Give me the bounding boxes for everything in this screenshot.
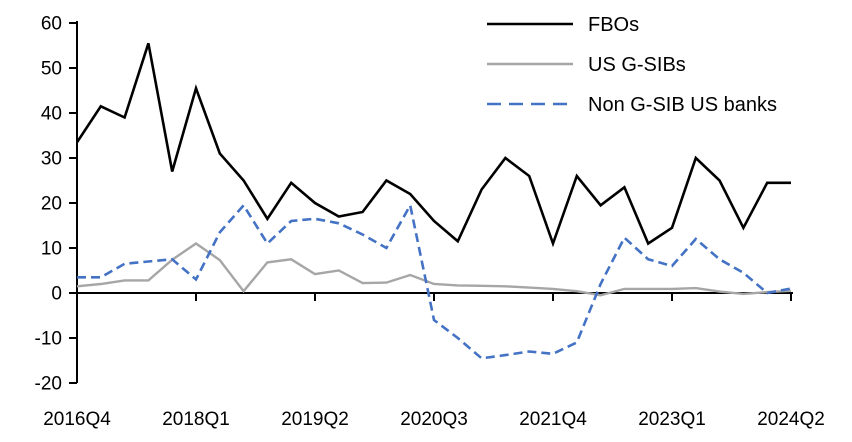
- series-line-non-g-sib-us-banks: [77, 201, 792, 360]
- y-axis-tick-label: 0: [51, 284, 62, 305]
- legend: FBOs US G-SIBs Non G-SIB US banks: [487, 14, 777, 116]
- x-axis-tick-label: 2020Q3: [400, 409, 468, 430]
- legend-label-fbos: FBOs: [588, 14, 639, 36]
- x-axis-tick-label: 2019Q2: [281, 409, 349, 430]
- x-axis-tick-label: 2024Q2: [757, 409, 825, 430]
- y-axis-tick-label: 40: [41, 104, 62, 125]
- x-axis-tick-label: 2023Q1: [638, 409, 706, 430]
- y-axis-tick-label: 60: [41, 14, 62, 35]
- series-line-us-g-sibs: [76, 242, 792, 297]
- legend-label-non-gsib-us-banks: Non G-SIB US banks: [588, 94, 777, 116]
- y-axis-tick-label: 20: [41, 194, 62, 215]
- y-axis-tick-label: 10: [41, 239, 62, 260]
- y-axis-tick-label: -10: [35, 329, 62, 350]
- series-line-fbos: [75, 42, 791, 248]
- x-axis-tick-label: 2021Q4: [519, 409, 587, 430]
- y-axis-tick-label: 30: [41, 149, 62, 170]
- y-axis-tick-label: 50: [41, 59, 62, 80]
- legend-label-us-gsibs: US G-SIBs: [588, 54, 686, 76]
- y-axis-tick-label: -20: [35, 374, 62, 395]
- x-axis-tick-label: 2016Q4: [43, 409, 111, 430]
- x-axis-tick-label: 2018Q1: [162, 409, 230, 430]
